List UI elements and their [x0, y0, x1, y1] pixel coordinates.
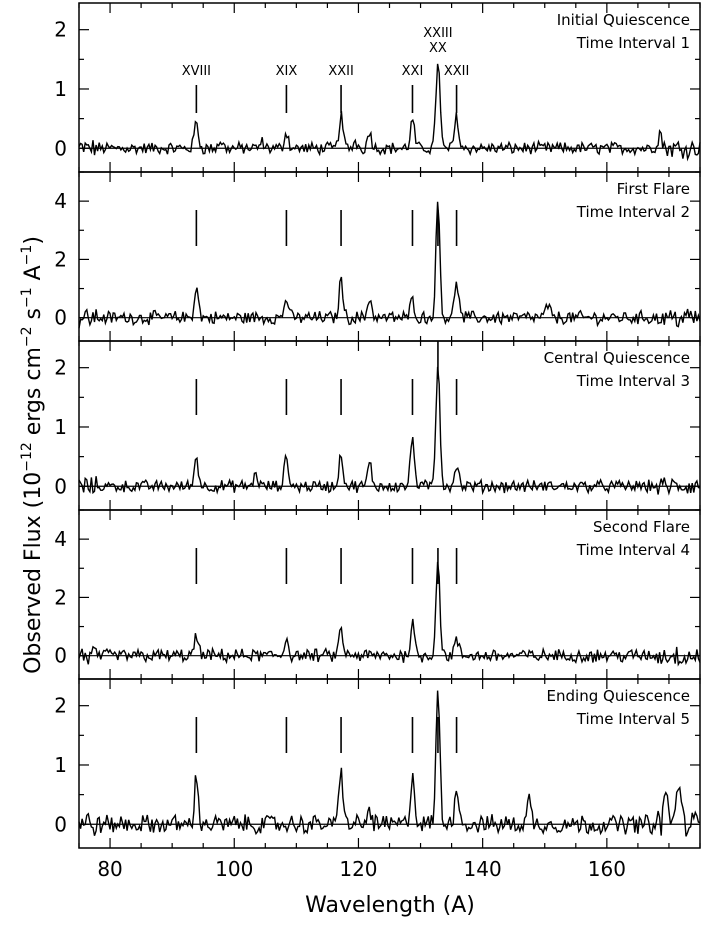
y-tick-label: 2: [54, 694, 67, 718]
panel-label-title: Second Flare: [593, 518, 690, 536]
y-tick-label: 1: [54, 753, 67, 777]
y-tick-label: 2: [54, 247, 67, 271]
spectrum-line: [78, 366, 701, 496]
panel-label-title: Ending Quiescence: [547, 687, 690, 705]
spectrum-line: [78, 201, 701, 329]
y-tick-label: 4: [54, 527, 67, 551]
panel-2: 0 2 4 First Flare Time Interval 2: [54, 171, 701, 342]
y-tick-label: 2: [54, 18, 67, 42]
x-tick-labels: 80 100 120 140 160: [97, 857, 626, 881]
y-tick-label: 0: [54, 136, 67, 160]
y-axis-title-exp3: −1: [19, 287, 35, 308]
y-tick-label: 2: [54, 585, 67, 609]
y-axis-title-mid2: s: [21, 308, 46, 326]
panels-group: 0 1 2 Initial Quiescence Time Interval 1 XVII…: [54, 2, 701, 849]
spectrum-line: [78, 561, 701, 667]
panel-label-interval: Time Interval 2: [576, 203, 690, 221]
y-axis-title-exp2: −2: [19, 326, 35, 347]
y-tick-label: 0: [54, 306, 67, 330]
panel-label-title: First Flare: [617, 180, 690, 198]
x-tick-label: 160: [588, 857, 626, 881]
y-tick-label: 1: [54, 415, 67, 439]
y-tick-label: 4: [54, 189, 67, 213]
panel-frame: [78, 171, 701, 342]
ion-label: XXI: [402, 64, 424, 79]
y-tick-label: 1: [54, 77, 67, 101]
ion-label: XXIII: [423, 26, 452, 41]
panel-4: 0 2 4 Second Flare Time Interval 4: [54, 509, 701, 680]
panel-label-interval: Time Interval 1: [576, 34, 690, 52]
y-axis-title: Observed Flux (10−12 ergs cm−2 s−1 A−1): [19, 236, 46, 674]
panel-5: 0 1 2 Ending Quiescence Time Interval 5: [54, 678, 701, 849]
y-tick-label: 2: [54, 356, 67, 380]
ion-label: XIX: [276, 64, 298, 79]
x-axis-title: Wavelength (A): [305, 893, 475, 918]
panel-label-title: Central Quiescence: [544, 349, 690, 367]
y-axis-title-exp4: −1: [19, 245, 35, 266]
x-tick-label: 120: [339, 857, 377, 881]
y-tick-label: 0: [54, 644, 67, 668]
y-tick-label: 0: [54, 474, 67, 498]
panel-3: 0 1 2 Central Quiescence Time Interval 3: [54, 340, 701, 511]
panel-label-title: Initial Quiescence: [557, 11, 690, 29]
spectrum-line: [78, 690, 701, 837]
y-axis-title-main: Observed Flux (10: [21, 472, 46, 674]
x-tick-label: 80: [97, 857, 122, 881]
y-axis-title-mid1: ergs cm: [21, 347, 46, 442]
panel-label-interval: Time Interval 3: [576, 372, 690, 390]
x-tick-label: 140: [464, 857, 502, 881]
ion-label: XVIII: [182, 64, 211, 79]
y-axis-title-end: ): [21, 236, 46, 245]
ion-label: XXII: [328, 64, 353, 79]
panel-label-interval: Time Interval 5: [576, 710, 690, 728]
ion-label: XX: [429, 41, 447, 56]
panel-1: 0 1 2 Initial Quiescence Time Interval 1 XVII…: [54, 2, 701, 173]
spectrum-line: [78, 63, 701, 162]
x-tick-label: 100: [215, 857, 253, 881]
y-axis-title-mid3: A: [21, 265, 46, 287]
panel-label-interval: Time Interval 4: [576, 541, 690, 559]
ion-label: XXII: [444, 64, 469, 79]
y-tick-label: 0: [54, 812, 67, 836]
y-axis-title-exp1: −12: [19, 442, 35, 472]
